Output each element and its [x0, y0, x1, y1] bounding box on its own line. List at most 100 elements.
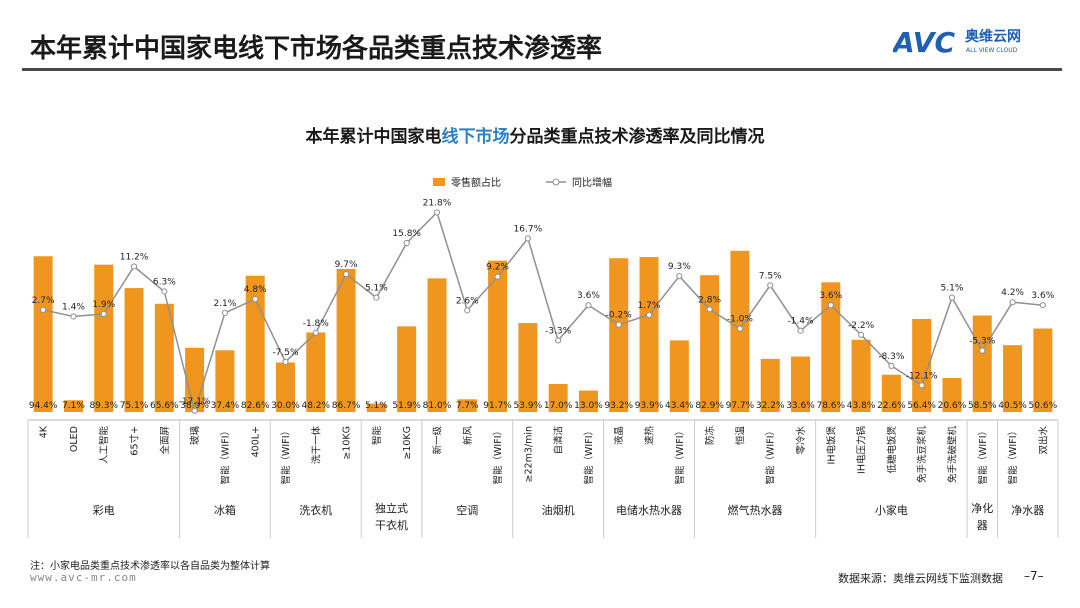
- bar: [457, 399, 477, 412]
- category-label: 速热: [644, 426, 656, 446]
- yoy-value-label: 1.7%: [638, 301, 661, 311]
- yoy-value-label: -8.3%: [878, 352, 905, 362]
- group-label: 彩电: [93, 504, 115, 517]
- category-label: 新风: [462, 426, 474, 446]
- yoy-value-label: 15.8%: [392, 229, 421, 239]
- category-label: 恒温: [734, 426, 746, 446]
- bar-value-label: 48.2%: [301, 401, 330, 411]
- category-label: ≥22m3/min: [523, 426, 534, 482]
- yoy-point: [70, 313, 77, 320]
- category-label: 智能（WIFI）: [583, 426, 595, 484]
- yoy-value-label: -1.4%: [787, 317, 814, 327]
- bar: [851, 339, 871, 412]
- group-label: 空调: [456, 503, 478, 517]
- yoy-value-label: 1.9%: [92, 300, 115, 310]
- bar-value-label: 81.0%: [423, 401, 452, 411]
- yoy-point: [494, 273, 501, 280]
- bar: [154, 303, 174, 412]
- yoy-point: [282, 358, 289, 365]
- yoy-point: [706, 306, 713, 313]
- yoy-value-label: 11.2%: [120, 252, 149, 262]
- category-label: 智能（WIFI）: [674, 426, 686, 484]
- chart-legend: 零售额占比 同比增幅: [433, 176, 612, 189]
- website-link[interactable]: www.avc-mr.com: [30, 571, 137, 584]
- bar: [488, 260, 508, 412]
- bar: [760, 358, 780, 412]
- avc-logo: AVC: [893, 26, 955, 56]
- yoy-point: [888, 362, 895, 370]
- bar: [336, 268, 356, 412]
- yoy-value-label: 4.2%: [1001, 288, 1024, 298]
- category-label: 低糖电饭煲: [886, 426, 898, 474]
- bar-value-label: 82.9%: [695, 401, 724, 411]
- group-label: 冰箱: [214, 503, 236, 517]
- category-label: 智能（WIFI）: [219, 426, 231, 484]
- category-label: 液晶: [613, 426, 625, 445]
- yoy-value-label: -17.1%: [179, 397, 211, 407]
- bar: [609, 258, 629, 412]
- bar-value-label: 78.6%: [816, 401, 845, 411]
- yoy-value-label: -12.1%: [906, 371, 938, 381]
- bar: [1033, 328, 1053, 412]
- bar: [912, 318, 932, 412]
- yoy-value-label: 9.7%: [335, 260, 358, 270]
- group-label: 洗衣机: [299, 503, 332, 517]
- bars-layer: 94.4% 7.1% 89.3% 75.1% 65.6% 38.9% 37.4% 82.6% 3…: [29, 250, 1058, 412]
- bar: [881, 374, 901, 412]
- bar-value-label: 43.8%: [847, 401, 876, 411]
- yoy-value-label: 9.2%: [486, 263, 509, 273]
- bar: [578, 390, 598, 412]
- yoy-point: [464, 307, 471, 314]
- yoy-point: [736, 325, 744, 332]
- category-label: 智能（WIFI）: [492, 426, 504, 484]
- category-label: 智能: [371, 426, 383, 446]
- logo-en: ALL VIEW CLOUD: [966, 47, 1018, 54]
- bar: [366, 403, 386, 412]
- category-label: 智能（WIFI）: [1007, 426, 1019, 484]
- category-label: 免手洗豆浆机: [916, 426, 928, 484]
- yoy-point: [979, 347, 986, 354]
- yoy-point: [524, 235, 531, 242]
- bar-value-label: 32.2%: [756, 401, 785, 411]
- bar: [63, 400, 83, 412]
- chart-title: 本年累计中国家电线下市场分品类重点技术渗透率及同比情况: [306, 126, 765, 147]
- yoy-point: [312, 329, 319, 336]
- bar-value-label: 7.1%: [62, 401, 85, 411]
- category-label: 65寸+: [129, 426, 141, 456]
- bar-value-label: 13.0%: [574, 401, 603, 411]
- bar-value-label: 75.1%: [120, 401, 149, 411]
- bar-value-label: 30.0%: [271, 401, 300, 411]
- yoy-point: [948, 294, 956, 301]
- yoy-point: [585, 302, 592, 309]
- bar-value-label: 40.5%: [998, 401, 1027, 411]
- category-label: OLED: [69, 426, 80, 452]
- yoy-point: [403, 239, 410, 247]
- page-number: –7–: [1024, 569, 1044, 583]
- yoy-point: [676, 273, 683, 280]
- bar: [821, 282, 841, 412]
- category-label: 玻璃: [189, 426, 201, 445]
- yoy-value-label: -1.0%: [727, 315, 754, 325]
- footnote: 注：小家电品类重点技术渗透率以各自品类为整体计算: [30, 561, 270, 572]
- yoy-point: [40, 306, 47, 313]
- yoy-value-label: 2.7%: [32, 296, 55, 306]
- bar-value-label: 58.5%: [968, 401, 997, 411]
- bar-value-label: 22.6%: [877, 401, 906, 411]
- yoy-value-label: -3.3%: [545, 326, 572, 336]
- bar: [518, 323, 538, 412]
- data-source: 数据来源：奥维云网线下监测数据: [838, 572, 1003, 585]
- bar-value-label: 7.7%: [456, 401, 479, 411]
- bar: [700, 275, 720, 412]
- category-label: 自清洁: [553, 426, 565, 455]
- group-label: 净水器: [1011, 503, 1044, 517]
- yoy-value-label: -2.2%: [848, 321, 875, 331]
- bar-value-label: 91.7%: [483, 401, 512, 411]
- bar: [124, 288, 144, 412]
- yoy-value-label: 1.4%: [62, 302, 85, 312]
- chart-title-part-3: 分品类重点技术渗透率及同比情况: [510, 126, 765, 147]
- bar: [1003, 345, 1023, 412]
- yoy-value-label: 5.1%: [365, 284, 388, 294]
- yoy-point: [221, 309, 229, 316]
- category-label: ≥10KG: [402, 426, 413, 460]
- bar-value-label: 38.9%: [180, 401, 209, 411]
